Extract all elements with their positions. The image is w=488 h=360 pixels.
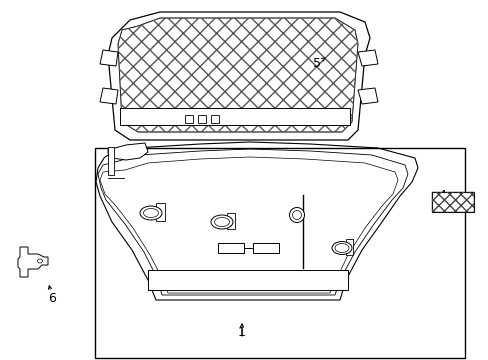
Bar (198, 115, 205, 123)
Polygon shape (118, 18, 357, 132)
Polygon shape (108, 12, 369, 140)
Ellipse shape (331, 242, 351, 255)
Ellipse shape (292, 211, 301, 220)
Polygon shape (108, 143, 148, 160)
Text: 2: 2 (166, 158, 174, 171)
Polygon shape (357, 88, 377, 104)
Bar (210, 115, 219, 123)
Bar (431, 192, 473, 212)
Text: 3: 3 (298, 156, 305, 168)
Ellipse shape (289, 207, 304, 222)
Polygon shape (96, 142, 417, 300)
Polygon shape (18, 247, 48, 277)
Polygon shape (100, 157, 397, 293)
Text: 2: 2 (216, 153, 224, 166)
Bar (218, 243, 244, 253)
Text: 5: 5 (312, 57, 320, 69)
Bar (184, 115, 193, 123)
Text: 2: 2 (337, 212, 345, 225)
Ellipse shape (210, 215, 232, 229)
Ellipse shape (38, 259, 42, 263)
Polygon shape (148, 270, 347, 290)
Polygon shape (357, 50, 377, 66)
Bar (108, 147, 114, 175)
Ellipse shape (214, 217, 229, 226)
Text: 6: 6 (48, 292, 56, 305)
Polygon shape (100, 50, 118, 66)
Polygon shape (120, 108, 349, 125)
Ellipse shape (143, 208, 158, 217)
Polygon shape (346, 239, 352, 255)
Text: 4: 4 (437, 189, 445, 202)
Polygon shape (100, 88, 118, 104)
Bar (252, 243, 279, 253)
Polygon shape (98, 149, 407, 295)
Ellipse shape (140, 206, 162, 220)
Polygon shape (156, 203, 164, 221)
Bar (431, 192, 473, 212)
Polygon shape (226, 213, 235, 229)
Text: 1: 1 (238, 327, 245, 339)
Bar (95, 148, 464, 358)
Ellipse shape (334, 243, 348, 252)
